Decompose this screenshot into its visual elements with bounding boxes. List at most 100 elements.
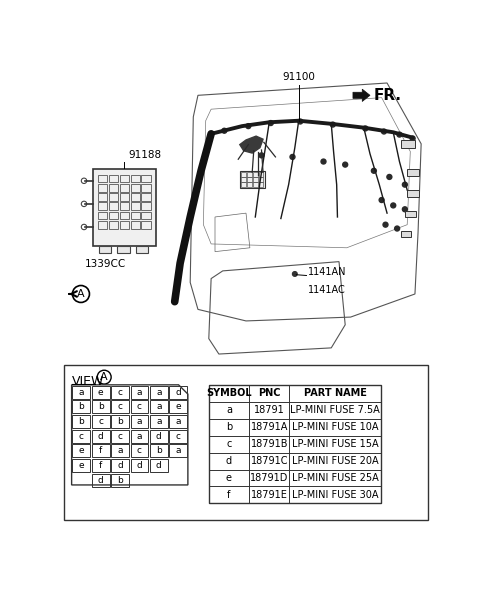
Text: 91188: 91188 xyxy=(128,150,161,160)
Text: c: c xyxy=(176,432,180,441)
Text: c: c xyxy=(137,402,142,411)
Text: f: f xyxy=(99,461,102,470)
Text: FR.: FR. xyxy=(374,88,402,103)
Circle shape xyxy=(379,197,384,203)
Text: b: b xyxy=(156,446,162,455)
Text: LP-MINI FUSE 10A: LP-MINI FUSE 10A xyxy=(292,422,378,432)
Text: 18791: 18791 xyxy=(254,405,285,415)
FancyBboxPatch shape xyxy=(117,246,130,253)
Circle shape xyxy=(402,182,408,187)
FancyBboxPatch shape xyxy=(407,190,419,197)
Circle shape xyxy=(259,153,264,158)
Circle shape xyxy=(391,203,396,208)
Text: PNC: PNC xyxy=(258,388,280,398)
Text: f: f xyxy=(227,490,230,500)
Text: e: e xyxy=(79,446,84,455)
Text: b: b xyxy=(117,417,123,426)
Circle shape xyxy=(343,162,348,167)
Text: LP-MINI FUSE 7.5A: LP-MINI FUSE 7.5A xyxy=(290,405,380,415)
Text: c: c xyxy=(98,417,103,426)
Text: d: d xyxy=(137,461,142,470)
FancyBboxPatch shape xyxy=(240,171,264,188)
Text: c: c xyxy=(79,432,84,441)
Text: b: b xyxy=(78,402,84,411)
Text: d: d xyxy=(156,432,162,441)
Text: 18791C: 18791C xyxy=(251,456,288,466)
Text: d: d xyxy=(175,388,181,396)
Text: a: a xyxy=(156,417,162,426)
Circle shape xyxy=(372,168,376,173)
Text: d: d xyxy=(156,461,162,470)
FancyBboxPatch shape xyxy=(407,169,419,176)
FancyBboxPatch shape xyxy=(401,231,411,237)
Circle shape xyxy=(387,174,392,180)
Circle shape xyxy=(397,132,402,137)
Text: c: c xyxy=(118,402,122,411)
Text: b: b xyxy=(78,417,84,426)
Polygon shape xyxy=(353,89,370,101)
FancyBboxPatch shape xyxy=(401,140,415,148)
Text: c: c xyxy=(118,388,122,396)
Text: SYMBOL: SYMBOL xyxy=(206,388,252,398)
Text: 18791B: 18791B xyxy=(251,439,288,449)
FancyBboxPatch shape xyxy=(93,169,156,246)
Text: a: a xyxy=(156,402,162,411)
Text: A: A xyxy=(77,289,85,299)
Text: 1141AC: 1141AC xyxy=(308,284,346,294)
Circle shape xyxy=(410,136,415,141)
Circle shape xyxy=(268,121,273,125)
Text: a: a xyxy=(79,388,84,396)
Circle shape xyxy=(363,126,368,131)
Circle shape xyxy=(290,154,295,160)
Text: a: a xyxy=(226,405,232,415)
Text: LP-MINI FUSE 25A: LP-MINI FUSE 25A xyxy=(292,473,379,483)
Text: c: c xyxy=(118,432,122,441)
Text: a: a xyxy=(175,446,181,455)
FancyBboxPatch shape xyxy=(136,246,148,253)
Circle shape xyxy=(298,119,303,124)
FancyBboxPatch shape xyxy=(405,211,416,217)
Text: e: e xyxy=(175,402,181,411)
Text: d: d xyxy=(98,476,104,485)
Polygon shape xyxy=(240,136,263,153)
Circle shape xyxy=(383,222,388,227)
Circle shape xyxy=(321,159,326,164)
Circle shape xyxy=(330,122,335,127)
FancyBboxPatch shape xyxy=(99,246,111,253)
Text: c: c xyxy=(226,439,232,449)
Text: 1141AN: 1141AN xyxy=(308,267,347,277)
Text: e: e xyxy=(226,473,232,483)
Text: 91100: 91100 xyxy=(282,72,315,82)
Text: 18791D: 18791D xyxy=(250,473,288,483)
Circle shape xyxy=(246,124,251,128)
Text: 1339CC: 1339CC xyxy=(84,259,126,269)
Text: e: e xyxy=(79,461,84,470)
Circle shape xyxy=(395,226,400,231)
Text: 18791A: 18791A xyxy=(251,422,288,432)
Text: A: A xyxy=(100,372,108,382)
Text: a: a xyxy=(137,417,142,426)
Text: 18791E: 18791E xyxy=(251,490,288,500)
Text: LP-MINI FUSE 30A: LP-MINI FUSE 30A xyxy=(292,490,378,500)
Circle shape xyxy=(402,207,408,211)
Text: b: b xyxy=(98,402,104,411)
Circle shape xyxy=(382,129,386,134)
Text: a: a xyxy=(117,446,123,455)
Text: b: b xyxy=(117,476,123,485)
Circle shape xyxy=(222,128,227,133)
Text: LP-MINI FUSE 20A: LP-MINI FUSE 20A xyxy=(292,456,378,466)
Text: d: d xyxy=(98,432,104,441)
Text: a: a xyxy=(175,417,181,426)
Text: PART NAME: PART NAME xyxy=(304,388,367,398)
Text: b: b xyxy=(226,422,232,432)
Text: e: e xyxy=(98,388,104,396)
Text: c: c xyxy=(137,446,142,455)
Text: f: f xyxy=(99,446,102,455)
Text: a: a xyxy=(156,388,162,396)
Text: LP-MINI FUSE 15A: LP-MINI FUSE 15A xyxy=(292,439,378,449)
Text: d: d xyxy=(226,456,232,466)
Text: VIEW: VIEW xyxy=(72,375,104,388)
Text: a: a xyxy=(137,388,142,396)
Text: d: d xyxy=(117,461,123,470)
Circle shape xyxy=(292,272,297,276)
